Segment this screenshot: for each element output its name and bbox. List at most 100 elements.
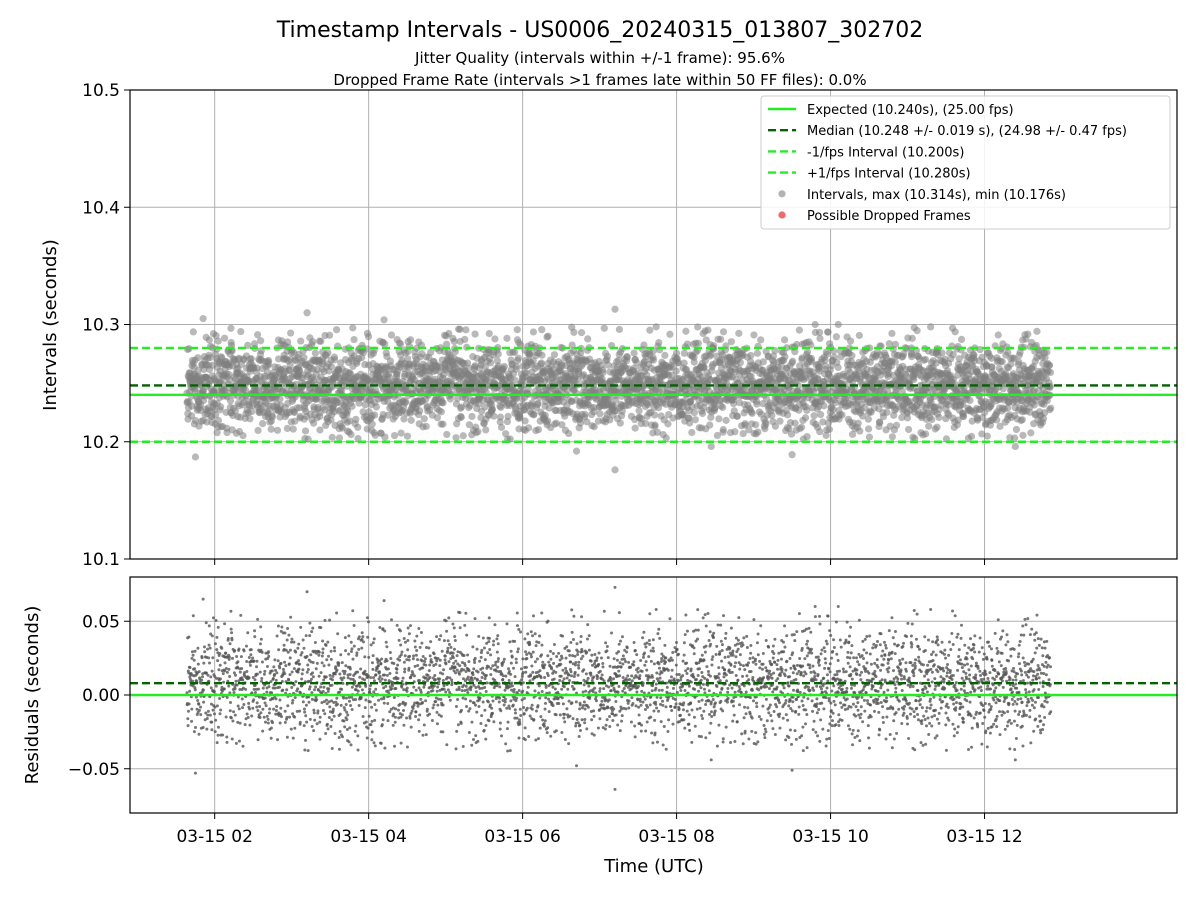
residual-point (366, 635, 370, 639)
interval-point (228, 347, 236, 355)
interval-point (416, 407, 424, 415)
residual-point (357, 635, 361, 639)
interval-point (1027, 429, 1035, 437)
residual-point (340, 735, 344, 739)
interval-point (529, 328, 538, 336)
residual-point (288, 656, 292, 660)
residual-point (394, 707, 398, 711)
residual-point (326, 654, 330, 658)
interval-point (925, 422, 933, 430)
interval-point (497, 423, 506, 431)
interval-point (459, 432, 467, 440)
residual-point (337, 747, 341, 751)
residual-point (261, 729, 265, 733)
residual-point (247, 676, 251, 680)
residual-point (241, 678, 245, 682)
residual-point (368, 684, 372, 688)
residual-point (391, 680, 395, 684)
interval-point (820, 402, 828, 410)
interval-point (848, 352, 856, 360)
residual-point (346, 713, 350, 717)
residual-point (205, 727, 209, 731)
residual-point (357, 647, 361, 651)
interval-point (646, 326, 654, 334)
residual-point (350, 707, 354, 711)
residual-point (298, 720, 302, 724)
interval-point (688, 428, 696, 437)
residual-point (337, 736, 341, 740)
residual-point (359, 667, 363, 671)
interval-point (491, 335, 499, 343)
residual-point (355, 653, 359, 657)
residual-point (187, 709, 191, 713)
residual-point (323, 712, 327, 716)
residual-point (216, 725, 220, 729)
residual-point (394, 686, 398, 690)
interval-point (967, 432, 976, 440)
residual-point (319, 685, 323, 689)
residual-point (193, 725, 197, 729)
residual-point (304, 738, 308, 742)
residual-point (367, 620, 371, 624)
residual-point (308, 685, 312, 689)
residual-point (372, 741, 376, 745)
interval-point (780, 336, 789, 344)
interval-point (631, 424, 639, 432)
top-x-ticks (214, 559, 986, 565)
interval-point (199, 315, 207, 323)
residual-point (276, 738, 280, 742)
residual-point (207, 643, 211, 647)
residual-point (313, 640, 317, 644)
residual-point (335, 702, 339, 706)
residual-point (320, 661, 324, 665)
interval-point (616, 419, 624, 427)
interval-point (456, 325, 464, 333)
residual-point (300, 651, 304, 655)
top-y-tick-label: 10.3 (82, 316, 120, 336)
residual-point (369, 676, 373, 680)
residual-point (202, 661, 206, 665)
interval-point (966, 396, 974, 405)
residual-point (215, 648, 219, 652)
residual-point (229, 716, 233, 720)
interval-point (784, 411, 792, 419)
legend: Expected (10.240s), (25.00 fps)Median (1… (760, 95, 1171, 230)
residual-point (385, 673, 389, 677)
interval-point (452, 434, 460, 442)
residual-point (301, 668, 305, 672)
interval-point (253, 364, 261, 372)
interval-point (707, 442, 715, 451)
residual-point (228, 642, 232, 646)
residual-point (246, 716, 250, 720)
residual-point (350, 685, 354, 689)
residual-point (396, 663, 400, 667)
residual-point (276, 624, 280, 628)
interval-point (921, 355, 930, 364)
interval-point (801, 414, 810, 422)
interval-point (194, 354, 202, 362)
residual-point (311, 626, 315, 630)
residual-point (363, 655, 367, 659)
residual-point (285, 735, 289, 739)
residual-point (221, 733, 225, 737)
residual-point (280, 625, 284, 629)
residual-point (320, 654, 324, 658)
residual-point (303, 710, 307, 714)
interval-point (226, 397, 235, 405)
interval-point (276, 395, 284, 403)
residual-point (378, 680, 382, 684)
interval-point (291, 417, 299, 425)
interval-point (521, 417, 529, 425)
residual-point (235, 654, 239, 658)
interval-point (504, 412, 512, 421)
residual-point (325, 722, 329, 726)
residual-point (322, 685, 326, 689)
residual-point (256, 738, 260, 742)
residual-point (291, 698, 295, 702)
interval-point (691, 416, 699, 424)
interval-point (443, 340, 451, 348)
residual-point (218, 663, 222, 667)
interval-point (803, 433, 811, 441)
residual-point (265, 664, 269, 668)
residual-point (324, 675, 328, 679)
